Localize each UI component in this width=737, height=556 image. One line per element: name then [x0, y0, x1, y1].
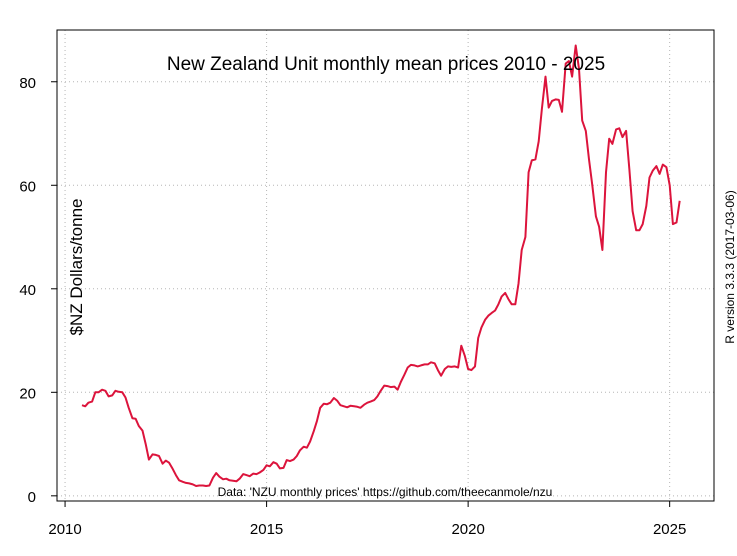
y-gridlines: [57, 81, 714, 497]
y-axis: 0 20 40 60 80: [19, 75, 57, 506]
x-axis: 2010 2015 2020 2025: [48, 501, 686, 538]
y-tick-label: 40: [19, 282, 36, 299]
x-gridlines: [64, 30, 671, 501]
y-tick-label: 0: [28, 489, 36, 506]
y-axis-label: $NZ Dollars/tonne: [67, 198, 86, 335]
y-tick-label: 80: [19, 75, 36, 92]
y-tick-label: 20: [19, 385, 36, 402]
plot-frame: [56, 29, 715, 502]
x-tick-label: 2025: [653, 521, 686, 538]
series-line-nzu-price: [81, 44, 681, 487]
chart-title: New Zealand Unit monthly mean prices 201…: [167, 54, 605, 75]
x-tick-label: 2020: [451, 521, 484, 538]
y-tick-label: 60: [19, 178, 36, 195]
r-version-note: R version 3.3.3 (2017-03-06): [723, 190, 737, 343]
x-tick-label: 2010: [48, 521, 81, 538]
data-source-note: Data: 'NZU monthly prices' https://githu…: [218, 485, 553, 499]
x-tick-label: 2015: [250, 521, 283, 538]
